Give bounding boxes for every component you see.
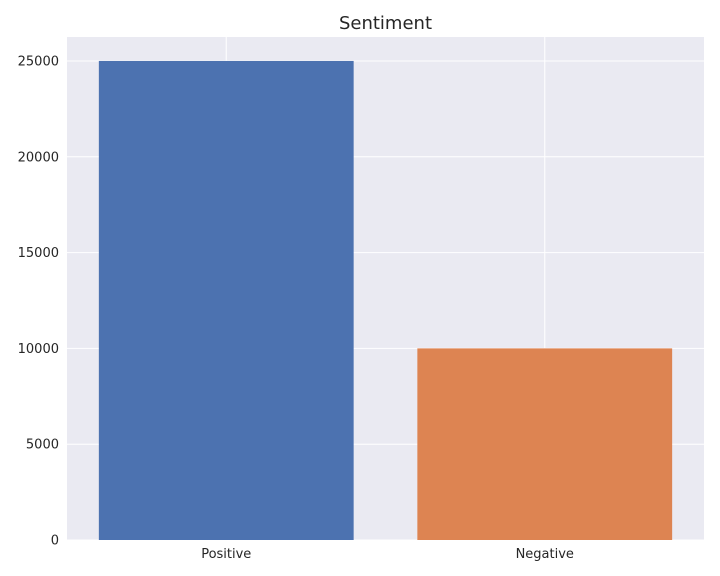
bar-positive (98, 60, 354, 540)
chart-title: Sentiment (339, 13, 432, 34)
y-tick-label: 25000 (18, 54, 59, 69)
y-tick-label: 20000 (18, 150, 59, 165)
x-tick-label: Negative (516, 547, 574, 562)
y-tick-label: 5000 (26, 438, 59, 453)
y-tick-label: 0 (51, 534, 59, 549)
bars (98, 60, 673, 540)
y-tick-label: 10000 (18, 342, 59, 357)
x-axis: Positive Negative (201, 547, 574, 562)
y-tick-label: 15000 (18, 246, 59, 261)
y-axis: 0 5000 10000 15000 20000 25000 (18, 54, 59, 548)
x-tick-label: Positive (201, 547, 251, 562)
bar-negative (417, 348, 673, 540)
